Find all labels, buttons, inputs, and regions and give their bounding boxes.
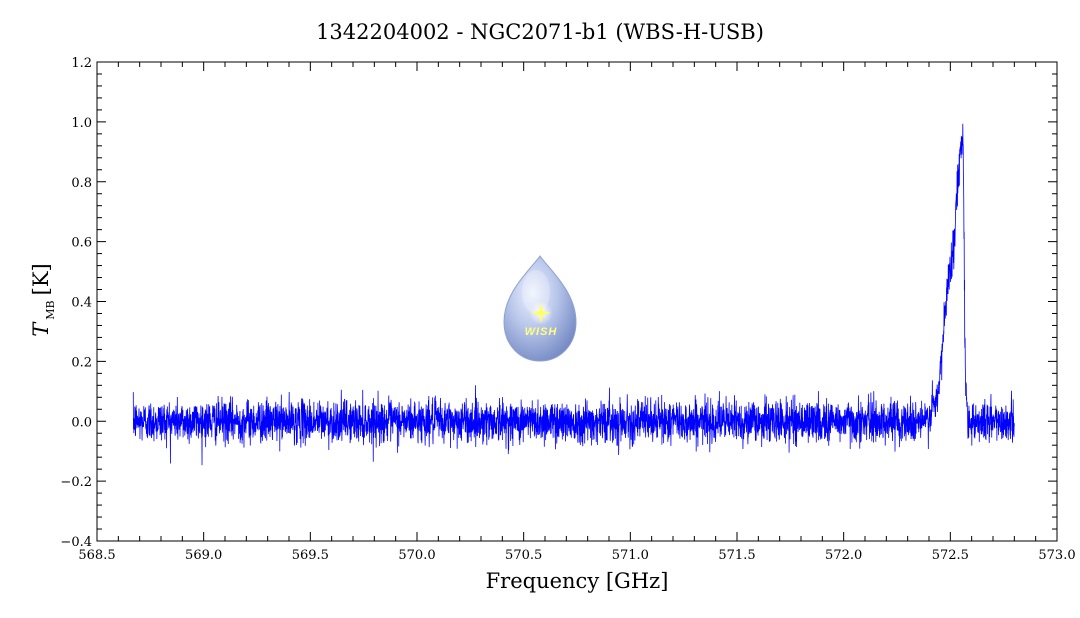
x-tick-label: 569.0 bbox=[185, 548, 222, 563]
y-tick-label: 0.4 bbox=[71, 296, 92, 311]
y-tick-label: 0.8 bbox=[71, 176, 92, 191]
y-tick-label: 1.2 bbox=[71, 56, 92, 71]
y-tick-label: 0.0 bbox=[71, 415, 92, 430]
y-tick-label: 1.0 bbox=[71, 116, 92, 131]
logo-text: WISH bbox=[525, 326, 558, 338]
y-tick-label: 0.2 bbox=[71, 355, 92, 370]
y-axis-label: T MB [K] bbox=[29, 263, 57, 336]
y-axis: −0.4 −0.2 0.0 0.2 0.4 0.6 0.8 1.0 1.2 bbox=[60, 56, 1057, 550]
chart-title: 1342204002 - NGC2071-b1 (WBS-H-USB) bbox=[316, 20, 764, 44]
x-tick-label: 573.0 bbox=[1038, 548, 1075, 563]
y-tick-label: −0.2 bbox=[60, 475, 92, 490]
x-tick-label: 572.0 bbox=[825, 548, 862, 563]
plot-frame bbox=[96, 61, 1058, 542]
y-axis-label-subscript: MB bbox=[44, 300, 57, 319]
y-tick-label: −0.4 bbox=[60, 535, 92, 550]
x-tick-label: 568.5 bbox=[78, 548, 115, 563]
wish-drop-logo: WISH bbox=[503, 255, 577, 362]
x-tick-label: 570.0 bbox=[398, 548, 435, 563]
x-axis: 568.5 569.0 569.5 570.0 570.5 571.0 571.5 572.0… bbox=[78, 62, 1076, 563]
x-tick-label: 570.5 bbox=[505, 548, 542, 563]
x-tick-label: 571.0 bbox=[612, 548, 649, 563]
series-spectrum bbox=[132, 123, 1015, 466]
y-tick-label: 0.6 bbox=[71, 236, 92, 251]
y-axis-label-unit: [K] bbox=[29, 263, 53, 295]
x-axis-label: Frequency [GHz] bbox=[486, 569, 669, 593]
y-axis-label-symbol: T bbox=[29, 321, 53, 337]
x-tick-label: 572.5 bbox=[932, 548, 969, 563]
spectrum-line bbox=[132, 123, 1015, 466]
x-tick-label: 569.5 bbox=[292, 548, 329, 563]
x-tick-label: 571.5 bbox=[718, 548, 755, 563]
